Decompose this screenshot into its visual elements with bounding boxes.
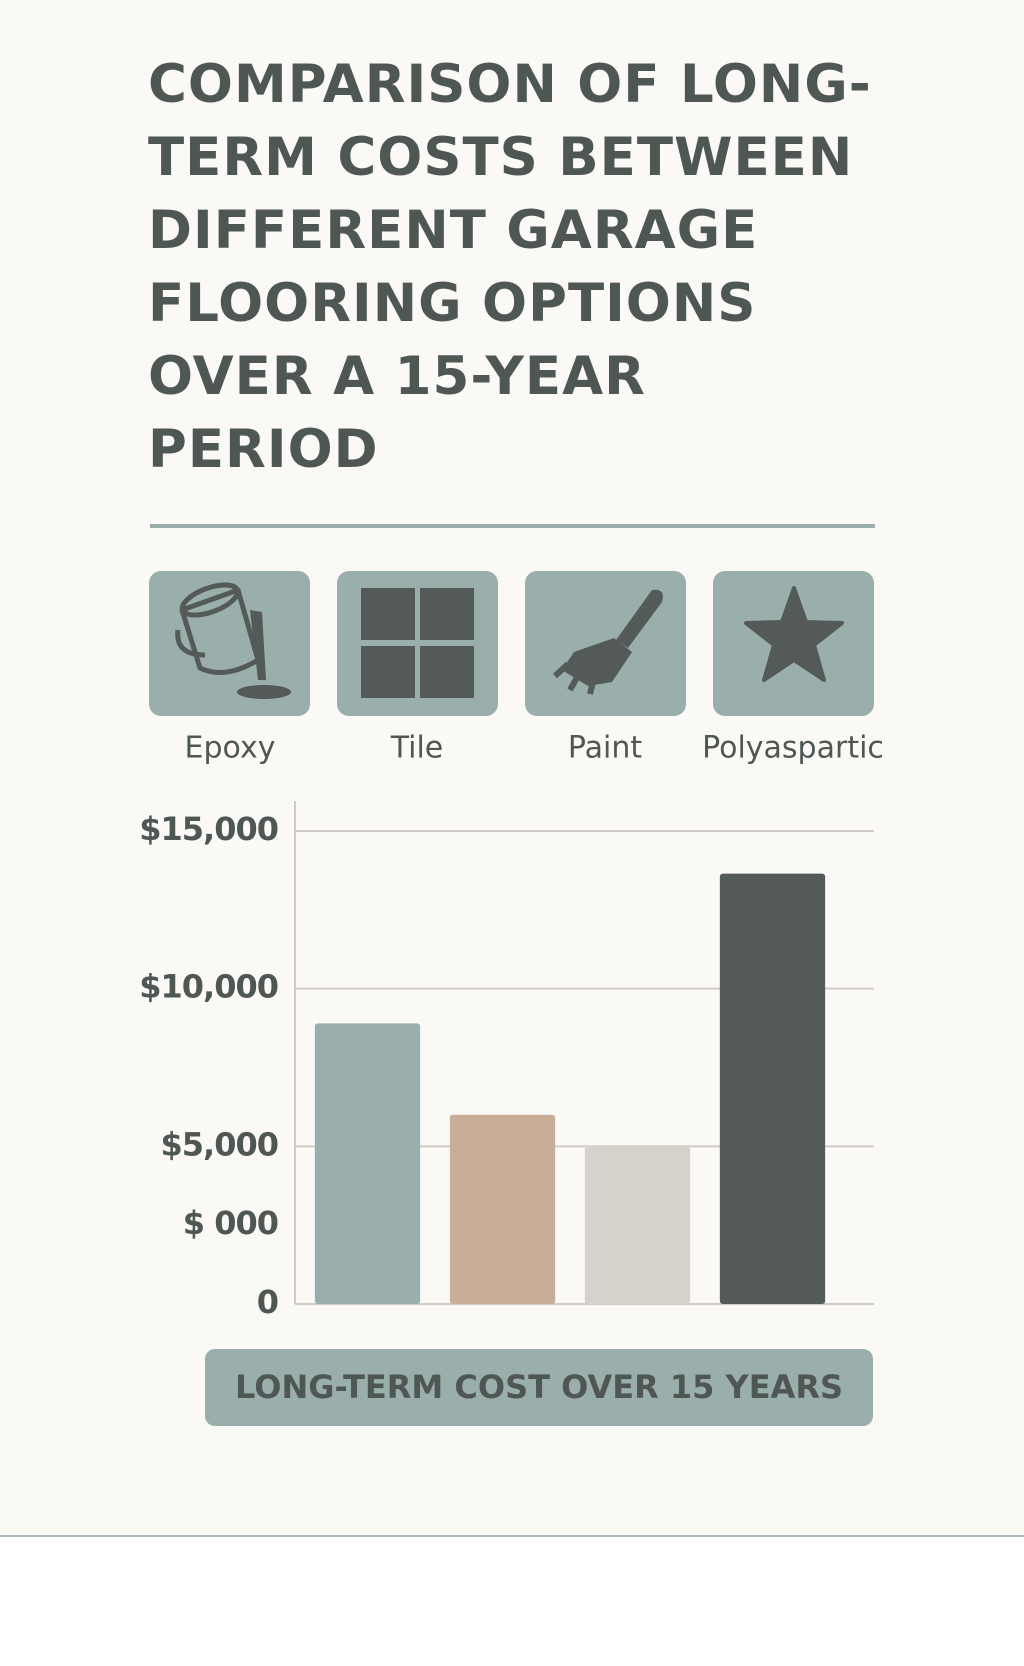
bar xyxy=(719,873,826,1304)
category-label: Epoxy xyxy=(185,731,276,766)
bar xyxy=(314,1023,421,1304)
bar xyxy=(449,1114,556,1304)
y-tick-label: $15,000 xyxy=(139,810,278,848)
y-tick-label: $10,000 xyxy=(139,968,278,1006)
y-tick-label: $5,000 xyxy=(161,1125,278,1163)
chart-title: COMPARISON OF LONG-TERM COSTS BETWEEN DI… xyxy=(148,54,872,480)
icon-polyaspartic xyxy=(713,571,874,716)
panel: COMPARISON OF LONG-TERM COSTS BETWEEN DI… xyxy=(0,54,1024,1537)
bar xyxy=(584,1146,691,1304)
category-label: Polyaspartic xyxy=(702,731,884,766)
caption-box xyxy=(205,1349,873,1426)
caption: LONG-TERM COST OVER 15 YEARS xyxy=(235,1368,843,1406)
category-label: Paint xyxy=(568,731,642,766)
icon-paint xyxy=(525,571,686,716)
category-label: Tile xyxy=(390,731,444,766)
icon-tile xyxy=(337,571,498,716)
y-tick-label: 0 xyxy=(257,1283,278,1321)
chart: LONG-TERM COST OVER 15 YEARS 0 $5,000 $10,… xyxy=(139,524,884,1426)
y-tick-label: $ 000 xyxy=(183,1204,278,1242)
icon-epoxy xyxy=(149,571,310,716)
